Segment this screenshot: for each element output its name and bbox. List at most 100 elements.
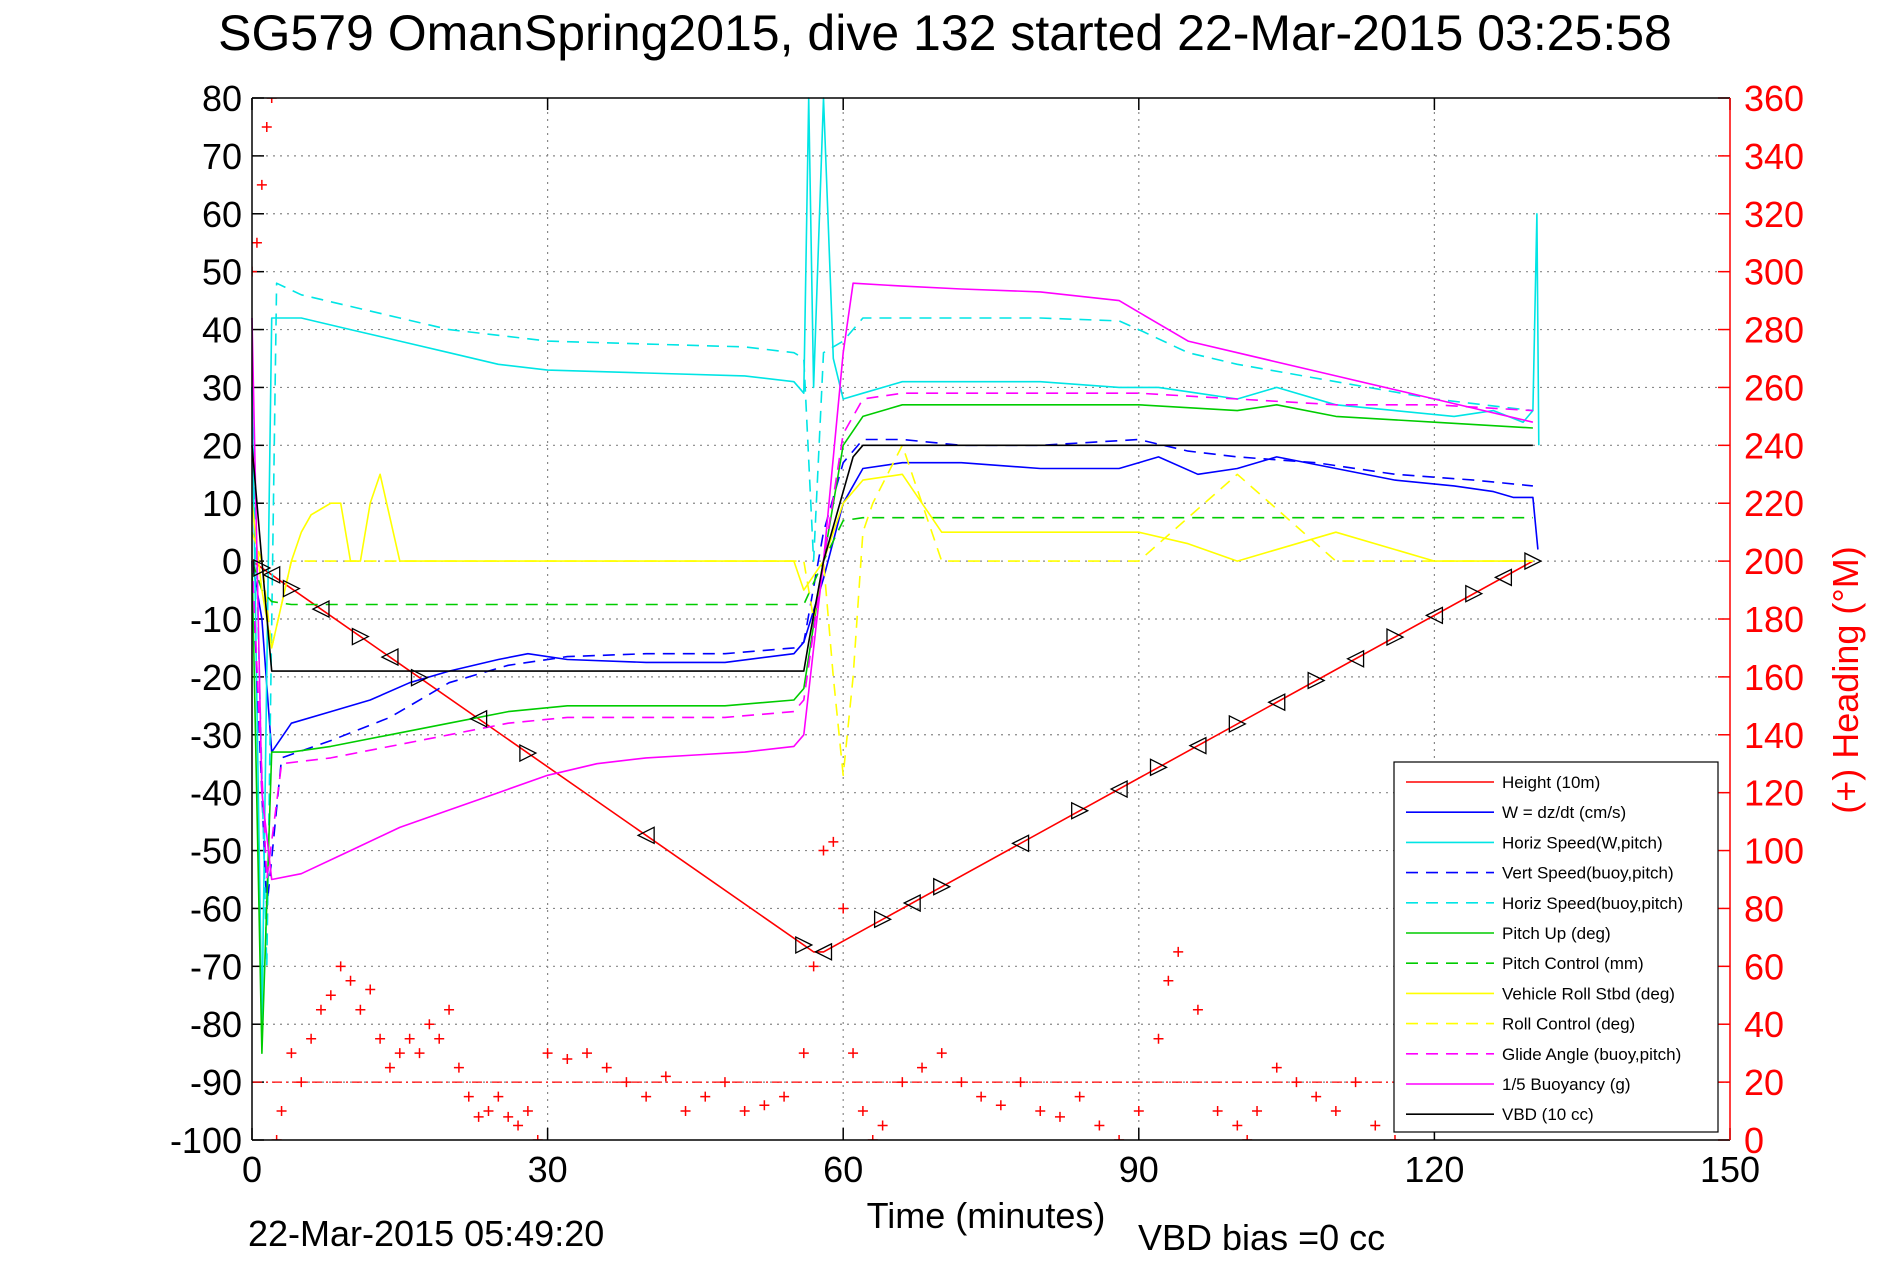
heading-point <box>256 179 267 190</box>
y-tick-label: -70 <box>190 946 242 987</box>
y-tick-label: -10 <box>190 599 242 640</box>
heading-point <box>1015 1077 1026 1088</box>
y-tick-label: 10 <box>202 483 242 524</box>
y2-tick-label: 220 <box>1744 483 1804 524</box>
heading-point <box>306 1033 317 1044</box>
y2-tick-label: 260 <box>1744 367 1804 408</box>
down-marker <box>814 942 833 961</box>
heading-point <box>1192 1004 1203 1015</box>
legend-label-3: Horiz Speed(W,pitch) <box>1502 833 1663 852</box>
legend-label-9: Roll Control (deg) <box>1502 1015 1635 1034</box>
heading-point <box>1094 1120 1105 1131</box>
y-tick-label: 60 <box>202 194 242 235</box>
heading-point <box>917 1062 928 1073</box>
heading-point <box>414 1048 425 1059</box>
y-tick-label: -30 <box>190 715 242 756</box>
heading-point <box>956 1077 967 1088</box>
heading-point <box>286 1048 297 1059</box>
heading-point <box>1035 1106 1046 1117</box>
legend-label-1: Height (10m) <box>1502 773 1600 792</box>
heading-point <box>641 1091 652 1102</box>
heading-point <box>1133 1106 1144 1117</box>
y2-tick-label: 100 <box>1744 831 1804 872</box>
down-marker <box>262 565 281 584</box>
y-tick-label: -40 <box>190 773 242 814</box>
up-marker <box>873 910 893 929</box>
up-marker <box>1071 801 1090 820</box>
heading-point <box>739 1106 750 1117</box>
y2-tick-label: 180 <box>1744 599 1804 640</box>
heading-point <box>483 1106 494 1117</box>
y-tick-label: 70 <box>202 136 242 177</box>
series-line-7 <box>251 516 1533 606</box>
footer-date: 22-Mar-2015 05:49:20 <box>248 1213 604 1254</box>
x-tick-label: 150 <box>1700 1149 1760 1190</box>
down-marker <box>282 579 301 598</box>
heading-point <box>444 1004 455 1015</box>
heading-point <box>542 1048 553 1059</box>
series-line-5 <box>251 282 1533 968</box>
up-marker <box>1524 552 1543 571</box>
heading-point <box>1370 1120 1381 1131</box>
y-tick-label: 20 <box>202 425 242 466</box>
heading-point <box>877 1120 888 1131</box>
heading-point <box>345 975 356 986</box>
heading-point <box>1252 1106 1263 1117</box>
up-marker <box>1346 649 1365 668</box>
heading-point <box>503 1111 514 1122</box>
heading-point <box>621 1077 632 1088</box>
heading-point <box>838 903 849 914</box>
heading-point <box>562 1053 573 1064</box>
up-marker <box>1267 693 1286 712</box>
heading-point <box>473 1111 484 1122</box>
y-tick-label: -50 <box>190 831 242 872</box>
y2-tick-label: 20 <box>1744 1062 1784 1103</box>
plot-layer: 0 30 60 90 120 15080706050403020100-10-20-30-… <box>170 78 1804 1190</box>
heading-point <box>759 1100 770 1111</box>
x-tick-label: 90 <box>1119 1149 1159 1190</box>
heading-point <box>296 1077 307 1088</box>
heading-point <box>1212 1106 1223 1117</box>
heading-point <box>1330 1106 1341 1117</box>
down-marker <box>311 600 330 619</box>
heading-point <box>848 1048 859 1059</box>
y2-tick-label: 240 <box>1744 425 1804 466</box>
heading-point <box>798 1048 809 1059</box>
y2-tick-label: 40 <box>1744 1004 1784 1045</box>
heading-point <box>601 1062 612 1073</box>
heading-point <box>1311 1091 1322 1102</box>
heading-point <box>1350 1077 1361 1088</box>
heading-point <box>522 1106 533 1117</box>
y-tick-label: -90 <box>190 1062 242 1103</box>
heading-point <box>315 1004 326 1015</box>
legend-label-2: W = dz/dt (cm/s) <box>1502 803 1626 822</box>
heading-point <box>1271 1062 1282 1073</box>
heading-point <box>1242 1135 1253 1140</box>
y2-tick-label: 280 <box>1744 310 1804 351</box>
legend-label-8: Vehicle Roll Stbd (deg) <box>1502 984 1675 1003</box>
heading-point <box>818 845 829 856</box>
y-tick-label: -60 <box>190 888 242 929</box>
down-marker <box>795 935 814 955</box>
heading-point <box>857 1106 868 1117</box>
up-marker <box>1424 606 1444 625</box>
up-marker <box>1149 758 1168 777</box>
heading-point <box>532 1135 543 1140</box>
heading-point <box>936 1048 947 1059</box>
heading-point <box>252 237 262 248</box>
heading-point <box>493 1091 504 1102</box>
legend-box <box>1393 761 1719 1133</box>
heading-point <box>897 1077 908 1088</box>
x-tick-label: 0 <box>242 1149 262 1190</box>
legend: Height (10m) W = dz/dt (cm/s) Horiz Speed(… <box>1393 761 1719 1133</box>
heading-point <box>1389 1135 1400 1140</box>
heading-point <box>1054 1111 1065 1122</box>
heading-point <box>660 1071 671 1082</box>
down-marker <box>636 826 655 845</box>
series-line-1 <box>251 560 1534 953</box>
legend-label-11: 1/5 Buoyancy (g) <box>1502 1075 1631 1094</box>
heading-point <box>365 984 376 995</box>
heading-point <box>355 1004 366 1015</box>
series-line-12 <box>251 444 1533 672</box>
